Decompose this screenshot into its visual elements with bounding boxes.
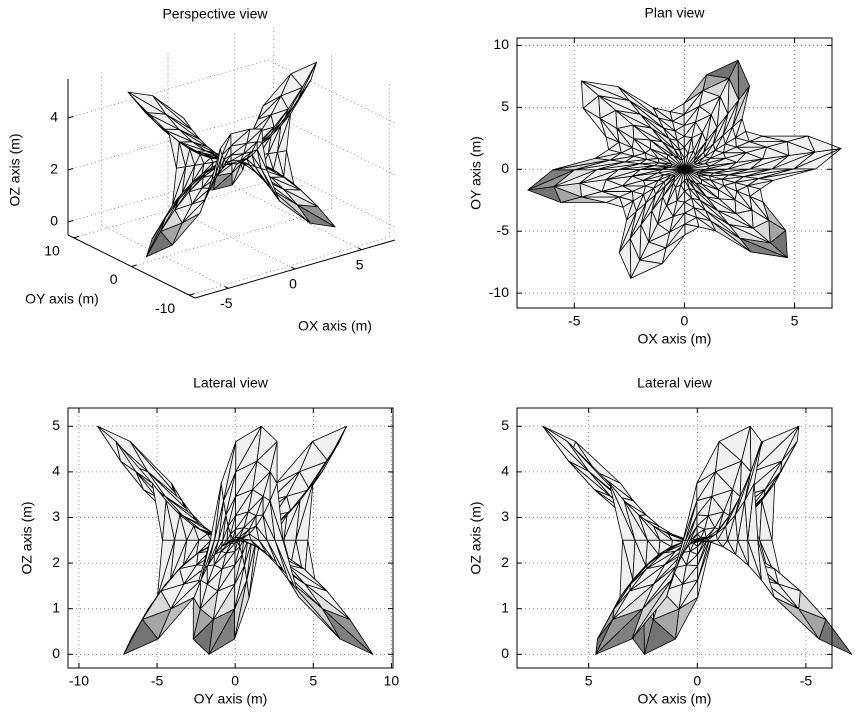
mesh-face [211, 148, 221, 180]
y-tick-label: 5 [52, 417, 60, 433]
y-tick-label: 2 [52, 554, 60, 570]
mesh-face [618, 238, 632, 279]
x-axis-label: OY axis (m) [194, 691, 268, 707]
y-axis-label: OY axis (m) [468, 136, 484, 210]
mesh-face [757, 539, 775, 598]
z-tick-label: 0 [50, 213, 58, 229]
surface-mesh [527, 59, 842, 279]
mesh-face [145, 231, 173, 258]
mesh-face [665, 539, 686, 598]
x-tick-label: -5 [220, 295, 233, 311]
axes-box [516, 37, 833, 309]
y-tick-label: 3 [501, 508, 509, 524]
tick-mark [73, 235, 80, 239]
y-tick-label: 0 [501, 160, 509, 176]
mesh-face [256, 425, 278, 462]
z-tick-label: 4 [50, 109, 58, 125]
tick-mark [67, 167, 74, 171]
x-tick-label: 5 [791, 313, 799, 329]
x-tick-label: 0 [289, 276, 297, 292]
mesh-face [581, 80, 630, 101]
x-tick-label: 5 [356, 256, 364, 272]
grid-line [189, 236, 390, 296]
mesh-face [235, 425, 262, 473]
y-tick-label: 1 [52, 599, 60, 615]
x-axis-label: OX axis (m) [298, 318, 372, 334]
x-tick-label: -5 [800, 673, 813, 689]
y-tick-label: 1 [501, 599, 509, 615]
x-tick-label: 5 [585, 673, 593, 689]
y-tick-label: 0 [501, 645, 509, 661]
axis-line [194, 239, 396, 299]
y-tick-label: -10 [489, 284, 509, 300]
grid-line [67, 163, 269, 223]
x-tick-label: -5 [568, 313, 581, 329]
x-tick-label: 10 [384, 673, 400, 689]
x-tick-label: 5 [309, 673, 317, 689]
tick-mark [189, 293, 195, 296]
mesh-face [595, 608, 644, 655]
y-axis-label: OZ axis (m) [19, 501, 35, 574]
chart-title: Lateral view [193, 375, 269, 391]
mesh-face [773, 596, 820, 640]
grid-line [67, 111, 269, 171]
mesh-face [287, 579, 341, 640]
mesh-face [230, 128, 251, 147]
chart-title: Perspective view [162, 6, 268, 22]
surface-mesh [127, 61, 336, 258]
tick-mark [67, 219, 74, 223]
y-tick-label: 2 [501, 554, 509, 570]
y-tick-label: 4 [501, 463, 509, 479]
mesh-face [123, 619, 159, 655]
grid-line [131, 208, 332, 267]
chart-title: Lateral view [637, 375, 713, 391]
axis-line [67, 234, 196, 299]
chart-title: Plan view [645, 5, 706, 21]
axes-box [516, 407, 833, 669]
y-tick-label: 0 [110, 271, 118, 287]
y-tick-label: 10 [493, 36, 509, 52]
axes-box [67, 407, 394, 669]
x-axis-label: OX axis (m) [638, 691, 712, 707]
mesh-face [793, 148, 842, 170]
x-tick-label: 0 [681, 313, 689, 329]
x-tick-label: -5 [151, 673, 164, 689]
mesh-face [209, 482, 222, 541]
grid-line [67, 59, 269, 119]
surface-mesh [97, 425, 374, 655]
tick-mark [67, 115, 74, 119]
tick-mark [131, 264, 137, 267]
mesh-face [322, 608, 374, 655]
y-axis-label: OY axis (m) [25, 291, 99, 307]
surface-mesh [542, 425, 853, 655]
y-tick-label: 5 [501, 98, 509, 114]
mesh-face [581, 80, 600, 109]
y-axis-label: OZ axis (m) [468, 501, 484, 574]
x-tick-label: 0 [693, 673, 701, 689]
y-tick-label: 4 [52, 463, 60, 479]
z-tick-label: 2 [50, 161, 58, 177]
y-tick-label: 0 [52, 645, 60, 661]
x-tick-label: -10 [69, 673, 89, 689]
mesh-face [807, 135, 842, 153]
y-tick-label: 3 [52, 508, 60, 524]
y-tick-label: 10 [44, 243, 60, 259]
z-axis-label: OZ axis (m) [7, 133, 23, 206]
y-tick-label: 5 [501, 417, 509, 433]
y-tick-label: -10 [155, 300, 175, 316]
y-tick-label: -5 [497, 222, 510, 238]
mesh-face [630, 259, 663, 279]
mesh-face [718, 425, 751, 462]
x-tick-label: 0 [231, 673, 239, 689]
x-axis-label: OX axis (m) [638, 331, 712, 347]
